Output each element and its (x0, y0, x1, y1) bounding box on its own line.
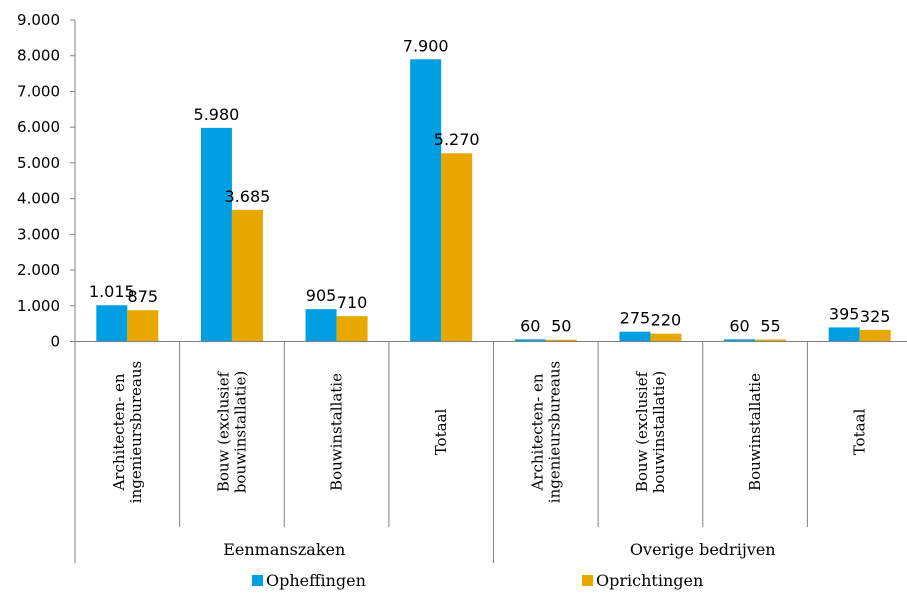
category-label-line: bouwinstallatie) (231, 371, 249, 493)
bar-oprichtingen-0 (127, 310, 159, 342)
data-label-opheffingen-0: 1.015 (89, 282, 135, 301)
data-label-oprichtingen-6: 55 (760, 317, 780, 336)
category-label-1-5: Bouw (exclusiefbouwinstallatie) (633, 370, 668, 493)
x-axis: Architecten- eningenieursbureaus Bouw (ex… (74, 341, 907, 563)
bars (96, 59, 891, 342)
bar-opheffingen-5 (619, 331, 651, 342)
y-tick-label: 7.000 (17, 82, 60, 100)
data-label-opheffingen-2: 905 (306, 286, 337, 305)
group-label-0: Eenmanszaken (223, 540, 345, 559)
y-tick-label: 2.000 (17, 261, 60, 279)
data-label-opheffingen-3: 7.900 (403, 36, 449, 55)
category-label-0-0: Architecten- eningenieursbureaus (110, 361, 145, 503)
bar-oprichtingen-6 (755, 339, 787, 342)
data-label-oprichtingen-2: 710 (337, 293, 368, 312)
legend-label-opheffingen: Opheffingen (266, 571, 366, 590)
y-tick-label: 4.000 (17, 190, 60, 208)
data-label-oprichtingen-7: 325 (860, 307, 891, 326)
legend-swatch-opheffingen (252, 575, 263, 586)
bar-oprichtingen-1 (231, 209, 263, 342)
bar-opheffingen-7 (828, 327, 860, 342)
data-label-oprichtingen-1: 3.685 (225, 187, 271, 206)
bar-opheffingen-3 (410, 59, 442, 342)
data-label-opheffingen-5: 275 (620, 309, 651, 328)
bar-opheffingen-1 (200, 127, 232, 342)
category-label-line: Architecten- en (110, 373, 128, 491)
group-label-1: Overige bedrijven (630, 540, 776, 559)
category-label-line: ingenieursbureaus (127, 361, 145, 503)
bar-chart: 0 1.000 2.000 3.000 4.000 5.000 6.000 7.000 8.00… (17, 11, 907, 563)
bar-opheffingen-0 (96, 305, 128, 342)
category-label-line: bouwinstallatie) (650, 371, 668, 493)
y-tick-label: 6.000 (17, 118, 60, 136)
data-label-oprichtingen-3: 5.270 (434, 130, 480, 149)
data-label-oprichtingen-5: 220 (651, 311, 682, 330)
y-tick-label: 0 (50, 333, 60, 351)
legend-item-opheffingen: Opheffingen (252, 571, 366, 590)
data-labels: 1.015 5.980 905 7.900 60 275 60 395 875 3.685 710 5… (89, 36, 891, 335)
data-label-opheffingen-6: 60 (729, 316, 749, 335)
data-label-opheffingen-4: 60 (520, 316, 540, 335)
category-label-0-2: Bouwinstallatie (328, 373, 346, 491)
category-label-line: Bouw (exclusief (214, 370, 232, 492)
legend-label-oprichtingen: Oprichtingen (596, 571, 704, 590)
category-label-1-6: Bouwinstallatie (746, 373, 764, 491)
y-tick-label: 8.000 (17, 47, 60, 65)
category-label-line: Bouw (exclusief (633, 370, 651, 492)
category-label-0-1: Bouw (exclusiefbouwinstallatie) (214, 370, 249, 493)
y-tick-label: 9.000 (17, 11, 60, 29)
category-label-line: Bouwinstallatie (328, 373, 346, 491)
y-tick-label: 1.000 (17, 297, 60, 315)
category-label-line: Totaal (851, 409, 869, 456)
category-label-line: Architecten- en (528, 373, 546, 491)
data-label-oprichtingen-4: 50 (551, 317, 571, 336)
category-label-1-7: Totaal (851, 409, 869, 456)
y-tick-label: 3.000 (17, 225, 60, 243)
category-label-line: Totaal (432, 409, 450, 456)
legend-item-oprichtingen: Oprichtingen (582, 571, 703, 590)
bar-opheffingen-4 (514, 339, 546, 342)
bar-oprichtingen-3 (441, 153, 473, 342)
y-tick-label: 5.000 (17, 154, 60, 172)
category-label-0-3: Totaal (432, 409, 450, 456)
data-label-opheffingen-7: 395 (829, 304, 860, 323)
legend: Opheffingen Oprichtingen (0, 571, 907, 595)
category-label-line: ingenieursbureaus (545, 361, 563, 503)
data-label-opheffingen-1: 5.980 (194, 105, 240, 124)
category-label-line: Bouwinstallatie (746, 373, 764, 491)
bar-oprichtingen-2 (336, 316, 368, 342)
bar-oprichtingen-4 (545, 339, 577, 342)
bar-oprichtingen-7 (859, 329, 891, 342)
bar-opheffingen-6 (724, 339, 756, 342)
data-label-oprichtingen-0: 875 (128, 287, 159, 306)
category-label-1-4: Architecten- eningenieursbureaus (528, 361, 563, 503)
legend-swatch-oprichtingen (582, 575, 593, 586)
bar-oprichtingen-5 (650, 333, 682, 342)
y-axis: 0 1.000 2.000 3.000 4.000 5.000 6.000 7.000 8.00… (17, 11, 76, 351)
bar-opheffingen-2 (305, 309, 337, 342)
